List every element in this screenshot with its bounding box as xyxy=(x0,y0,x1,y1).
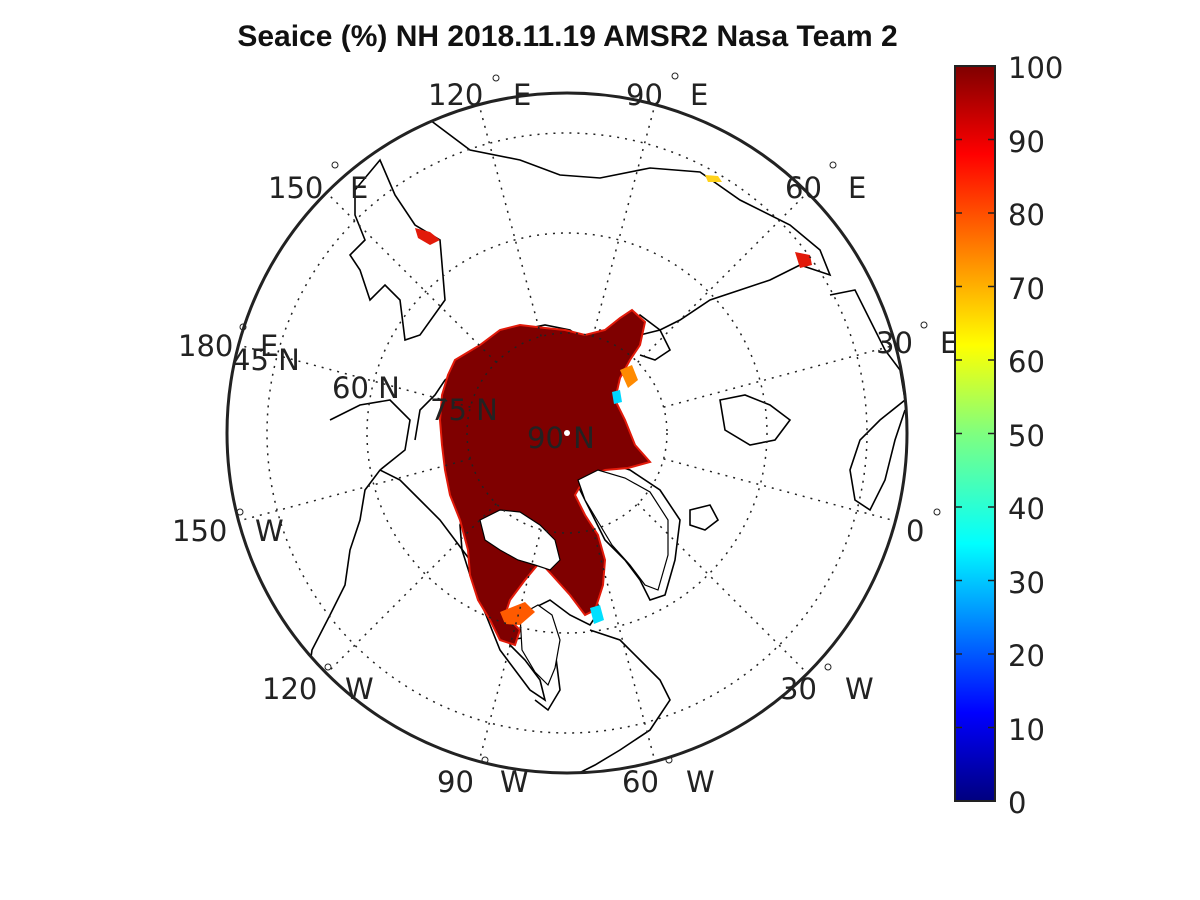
meridian-label-60w: 60 W xyxy=(622,756,715,799)
svg-text:150: 150 xyxy=(268,171,323,205)
meridian-line xyxy=(238,458,471,522)
sea-ice xyxy=(415,175,812,687)
meridian-label-150e: 150 E xyxy=(268,161,368,205)
svg-text:120: 120 xyxy=(262,672,317,706)
colorbar-label-40: 40 xyxy=(1008,492,1045,526)
svg-text:60: 60 xyxy=(785,171,822,205)
meridian-line xyxy=(238,344,471,408)
archipelago-land xyxy=(479,509,561,571)
lat-label-75: 75 N xyxy=(430,393,498,427)
greenland-land xyxy=(577,469,669,591)
meridian-line xyxy=(637,503,808,674)
ice-barents-edge xyxy=(612,390,622,404)
meridian-line xyxy=(478,529,542,762)
meridian-label-0: 0 xyxy=(906,508,941,548)
ice-kara-edge xyxy=(620,365,638,388)
colorbar: 100 90 80 70 60 50 40 30 20 10 0 xyxy=(954,51,1063,820)
svg-text:W: W xyxy=(345,672,374,706)
svg-text:60: 60 xyxy=(622,765,659,799)
colorbar-label-80: 80 xyxy=(1008,198,1045,232)
meridian-label-30w: 30 W xyxy=(780,663,874,706)
colorbar-label-60: 60 xyxy=(1008,345,1045,379)
meridian-line xyxy=(478,104,542,337)
meridian-line xyxy=(592,104,656,337)
meridian-label-60e: 60 E xyxy=(785,161,866,205)
meridian-line xyxy=(637,192,808,363)
meridian-line xyxy=(663,458,896,522)
colorbar-labels: 100 90 80 70 60 50 40 30 20 10 0 xyxy=(1008,51,1063,820)
meridian-label-180e: 180 E xyxy=(178,323,278,363)
svg-text:W: W xyxy=(255,514,284,548)
lat-label-90: 90 N xyxy=(527,421,595,455)
meridian-label-30e: 30 E xyxy=(876,321,958,360)
pole-hole xyxy=(564,430,570,436)
map-title: Seaice (%) NH 2018.11.19 AMSR2 Nasa Team… xyxy=(237,20,898,53)
coast-scandinavia xyxy=(829,289,906,512)
map-boundary xyxy=(225,91,909,775)
meridian-line xyxy=(326,503,497,674)
meridian-line xyxy=(326,192,497,363)
ice-hudson-bay xyxy=(500,602,535,625)
colorbar-ticks xyxy=(955,65,995,802)
coast-eurasia xyxy=(348,158,446,342)
colorbar-label-90: 90 xyxy=(1008,125,1045,159)
colorbar-label-20: 20 xyxy=(1008,639,1045,673)
meridian-labels: 120 E 90 E 60 E 30 E 0 30 W 60 W 90 W 120 W 150 W… xyxy=(172,72,958,799)
coast-svalbard xyxy=(719,394,792,446)
meridian-label-150w: 150 W xyxy=(172,508,284,548)
coast-labrador xyxy=(574,629,671,773)
lat-label-45: 45 N xyxy=(232,343,300,377)
graticule xyxy=(238,104,896,762)
svg-text:90: 90 xyxy=(437,765,474,799)
ice-davis xyxy=(590,605,604,624)
svg-text:90: 90 xyxy=(626,78,663,112)
ice-whitesea xyxy=(795,252,812,268)
svg-text:0: 0 xyxy=(906,514,924,548)
svg-text:W: W xyxy=(845,672,874,706)
colorbar-label-10: 10 xyxy=(1008,713,1045,747)
meridian-label-120w: 120 W xyxy=(262,663,374,706)
lat-circle-45 xyxy=(266,132,868,734)
meridian-line xyxy=(592,529,656,762)
ice-okhotsk xyxy=(415,228,440,245)
latitude-labels: 45 N 60 N 75 N 90 N xyxy=(232,343,595,455)
ice-pack xyxy=(438,308,652,647)
colorbar-label-70: 70 xyxy=(1008,272,1045,306)
svg-text:30: 30 xyxy=(780,672,817,706)
svg-text:120: 120 xyxy=(428,78,483,112)
coast-greenland xyxy=(574,459,681,601)
meridian-line xyxy=(663,344,896,408)
svg-text:W: W xyxy=(686,765,715,799)
lat-label-60: 60 N xyxy=(332,371,400,405)
svg-text:30: 30 xyxy=(876,326,913,360)
colorbar-label-100: 100 xyxy=(1008,51,1063,85)
meridian-label-90w: 90 W xyxy=(437,756,529,799)
ice-east-siberian xyxy=(705,175,722,182)
svg-text:E: E xyxy=(848,171,866,205)
meridian-label-90e: 90 E xyxy=(626,72,708,112)
svg-text:180: 180 xyxy=(178,329,233,363)
svg-text:W: W xyxy=(500,765,529,799)
svg-text:E: E xyxy=(513,78,531,112)
coast-alaska xyxy=(304,399,411,701)
lat-circle-60 xyxy=(366,232,768,634)
lat-circle-75 xyxy=(466,332,668,534)
svg-text:150: 150 xyxy=(172,514,227,548)
baffin-land xyxy=(519,604,561,687)
meridian-label-120e: 120 E xyxy=(428,74,531,112)
colorbar-label-0: 0 xyxy=(1008,786,1026,820)
coast-iceland xyxy=(689,504,720,531)
svg-text:E: E xyxy=(350,171,368,205)
coast-westcanada xyxy=(379,469,471,561)
colorbar-label-30: 30 xyxy=(1008,566,1045,600)
svg-text:E: E xyxy=(940,326,958,360)
svg-text:E: E xyxy=(260,329,278,363)
svg-text:E: E xyxy=(690,78,708,112)
colorbar-label-50: 50 xyxy=(1008,419,1045,453)
